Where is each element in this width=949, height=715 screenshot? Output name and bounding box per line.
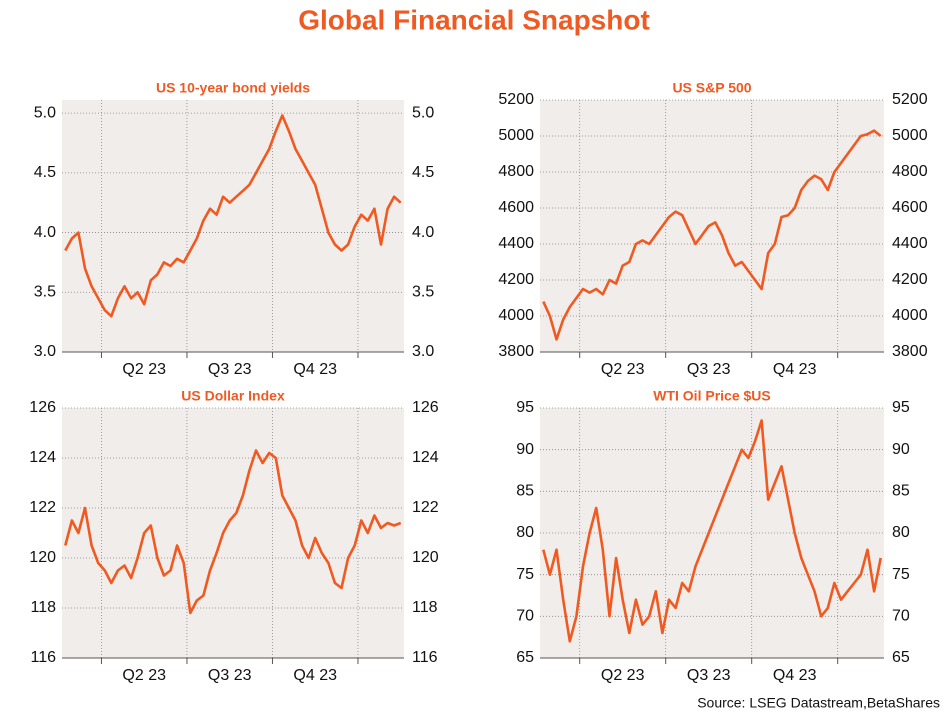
y2-tick-label: 126 — [412, 399, 439, 416]
data-line — [64, 114, 402, 318]
plot-area — [62, 100, 404, 352]
x-tick-label: Q4 23 — [293, 667, 337, 684]
y-tick-label: 3.0 — [34, 343, 56, 360]
y2-tick-label: 90 — [892, 441, 910, 458]
y-tick-label: 4600 — [498, 199, 534, 216]
y2-tick-label: 4400 — [892, 235, 928, 252]
plot-area — [540, 100, 884, 352]
y-tick-label: 5200 — [498, 91, 534, 108]
y-tick-label: 90 — [516, 441, 534, 458]
y2-tick-label: 3.5 — [412, 284, 434, 301]
source-note: Source: LSEG Datastream,BetaShares — [697, 695, 940, 711]
x-tick-label: Q3 23 — [687, 361, 731, 378]
y2-tick-label: 4000 — [892, 307, 928, 324]
y-tick-label: 3.5 — [34, 284, 56, 301]
y-tick-label: 126 — [29, 399, 56, 416]
y2-tick-label: 75 — [892, 566, 910, 583]
x-tick-label: Q2 23 — [601, 667, 645, 684]
data-line — [542, 129, 882, 341]
y-tick-label: 80 — [516, 524, 534, 541]
y-tick-label: 116 — [30, 649, 56, 666]
y2-tick-label: 4200 — [892, 271, 928, 288]
y-tick-label: 5000 — [498, 127, 534, 144]
y2-tick-label: 5.0 — [412, 104, 434, 121]
y-tick-label: 5.0 — [34, 104, 56, 121]
y-tick-label: 4200 — [498, 271, 534, 288]
x-tick-label: Q2 23 — [601, 361, 645, 378]
y2-tick-label: 3800 — [892, 343, 928, 360]
panel-title: US Dollar Index — [181, 388, 285, 404]
y2-tick-label: 70 — [892, 608, 910, 625]
y-tick-label: 4800 — [498, 163, 534, 180]
y2-tick-label: 5000 — [892, 127, 928, 144]
y2-tick-label: 4.0 — [412, 224, 434, 241]
y-tick-label: 85 — [516, 483, 534, 500]
data-line — [64, 449, 402, 615]
y-tick-label: 70 — [516, 608, 534, 625]
y-tick-label: 65 — [516, 649, 534, 666]
y-tick-label: 122 — [29, 499, 56, 516]
y-tick-label: 4.5 — [34, 164, 56, 181]
y-tick-label: 118 — [30, 599, 56, 616]
panel: US S&P 500 3800 3800 4000 4000 4200 4200 4400 44… — [498, 80, 927, 379]
x-tick-label: Q3 23 — [687, 667, 731, 684]
panel-title: US 10-year bond yields — [156, 80, 310, 96]
panel: US 10-year bond yields 3.0 3.0 3.5 3.5 4.0 4.0… — [34, 80, 435, 379]
x-tick-label: Q2 23 — [122, 667, 166, 684]
y2-tick-label: 4600 — [892, 199, 928, 216]
x-tick-label: Q2 23 — [122, 361, 166, 378]
y-tick-label: 120 — [29, 549, 56, 566]
x-tick-label: Q3 23 — [208, 361, 252, 378]
data-line — [542, 419, 882, 643]
x-tick-label: Q4 23 — [293, 361, 337, 378]
y2-tick-label: 4.5 — [412, 164, 434, 181]
y2-tick-label: 118 — [412, 599, 438, 616]
y-tick-label: 75 — [516, 566, 534, 583]
y2-tick-label: 116 — [412, 649, 438, 666]
y2-tick-label: 4800 — [892, 163, 928, 180]
panel: WTI Oil Price $US 65 65 70 70 75 75 80 80 85 85 90 9… — [516, 388, 910, 685]
x-tick-label: Q4 23 — [773, 667, 817, 684]
y-tick-label: 3800 — [498, 343, 534, 360]
x-tick-label: Q4 23 — [773, 361, 817, 378]
y2-tick-label: 124 — [412, 449, 439, 466]
chart-title: Global Financial Snapshot — [298, 4, 650, 35]
y-tick-label: 4400 — [498, 235, 534, 252]
plot-area — [62, 408, 404, 658]
y2-tick-label: 5200 — [892, 91, 928, 108]
x-tick-label: Q3 23 — [208, 667, 252, 684]
panel-title: US S&P 500 — [672, 80, 751, 96]
y2-tick-label: 120 — [412, 549, 439, 566]
y2-tick-label: 65 — [892, 649, 910, 666]
y-tick-label: 95 — [516, 399, 534, 416]
panel-title: WTI Oil Price $US — [653, 388, 770, 404]
y2-tick-label: 95 — [892, 399, 910, 416]
panel: US Dollar Index 116 116 118 118 120 120 122 122 1… — [29, 388, 439, 685]
y2-tick-label: 80 — [892, 524, 910, 541]
y2-tick-label: 85 — [892, 483, 910, 500]
y-tick-label: 4.0 — [34, 224, 56, 241]
y-tick-label: 124 — [29, 449, 56, 466]
y2-tick-label: 3.0 — [412, 343, 434, 360]
y-tick-label: 4000 — [498, 307, 534, 324]
y2-tick-label: 122 — [412, 499, 439, 516]
